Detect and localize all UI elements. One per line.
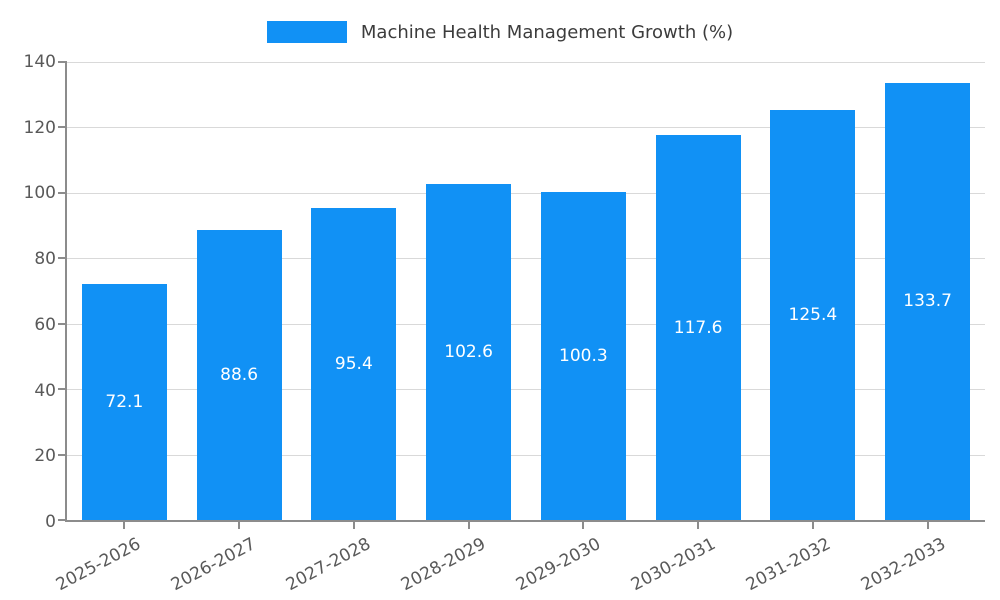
bar: 117.6	[655, 135, 741, 520]
y-tick-mark	[58, 126, 67, 129]
x-tick-mark	[926, 520, 929, 529]
bar: 95.4	[311, 207, 397, 520]
plot-area: 72.1 88.6 95.4 102.6 100.3 117.6 125.4 133.7	[58, 61, 985, 529]
bar: 88.6	[196, 230, 282, 520]
y-tick-mark	[58, 388, 67, 391]
y-tick-label: 80	[34, 249, 56, 270]
gridline	[67, 258, 985, 260]
x-tick-label: 2028-2029	[397, 534, 489, 596]
y-tick-mark	[58, 453, 67, 456]
gridline	[67, 454, 985, 456]
gridline	[67, 62, 985, 63]
x-tick-mark	[811, 520, 814, 529]
gridline	[67, 323, 985, 325]
y-tick-label: 20	[34, 446, 56, 467]
x-tick-label: 2031-2032	[742, 534, 834, 596]
x-tick-label: 2030-2031	[627, 534, 719, 596]
gridline	[67, 389, 985, 391]
y-tick-mark	[58, 61, 67, 63]
gridline	[67, 192, 985, 194]
x-tick-mark	[123, 520, 126, 529]
x-tick-mark	[352, 520, 355, 529]
bar-value-label: 117.6	[673, 317, 723, 338]
bar: 100.3	[540, 191, 626, 520]
y-tick-mark	[58, 322, 67, 325]
bar-value-label: 102.6	[444, 342, 493, 363]
y-tick-label: 140	[23, 52, 56, 72]
y-tick-label: 40	[34, 380, 56, 401]
bar: 102.6	[426, 184, 512, 520]
x-tick-label: 2029-2030	[512, 534, 604, 596]
bar-value-label: 72.1	[105, 392, 144, 413]
x-axis-labels: 2025-2026 2026-2027 2027-2028 2028-2029 2029…	[53, 528, 985, 600]
legend-label: Machine Health Management Growth (%)	[360, 21, 734, 43]
bar: 72.1	[81, 284, 167, 520]
y-tick-mark	[58, 519, 67, 521]
y-axis-labels: 0 20 40 60 80 100 120 140	[0, 52, 56, 532]
legend: Machine Health Management Growth (%)	[0, 18, 1000, 46]
y-tick-mark	[58, 191, 67, 194]
x-tick-mark	[697, 520, 700, 529]
y-tick-label: 0	[45, 512, 56, 532]
x-tick-label: 2026-2027	[167, 534, 259, 596]
y-tick-label: 60	[34, 314, 56, 335]
x-tick-mark	[238, 520, 241, 529]
bar: 125.4	[770, 109, 856, 520]
legend-swatch	[266, 21, 347, 43]
bar-value-label: 133.7	[903, 291, 952, 312]
bar-value-label: 125.4	[788, 304, 838, 325]
y-tick-label: 100	[23, 183, 56, 204]
x-tick-label: 2032-2033	[857, 534, 949, 596]
bar-value-label: 95.4	[334, 353, 373, 374]
x-tick-label: 2027-2028	[282, 534, 374, 596]
gridline	[67, 127, 985, 129]
y-tick-mark	[58, 257, 67, 260]
bar-value-label: 100.3	[559, 345, 608, 366]
bar-value-label: 88.6	[220, 365, 259, 386]
y-tick-label: 120	[23, 117, 56, 138]
x-tick-mark	[467, 520, 470, 529]
bar: 133.7	[885, 82, 971, 520]
x-tick-mark	[582, 520, 585, 529]
x-tick-label: 2025-2026	[52, 534, 144, 596]
